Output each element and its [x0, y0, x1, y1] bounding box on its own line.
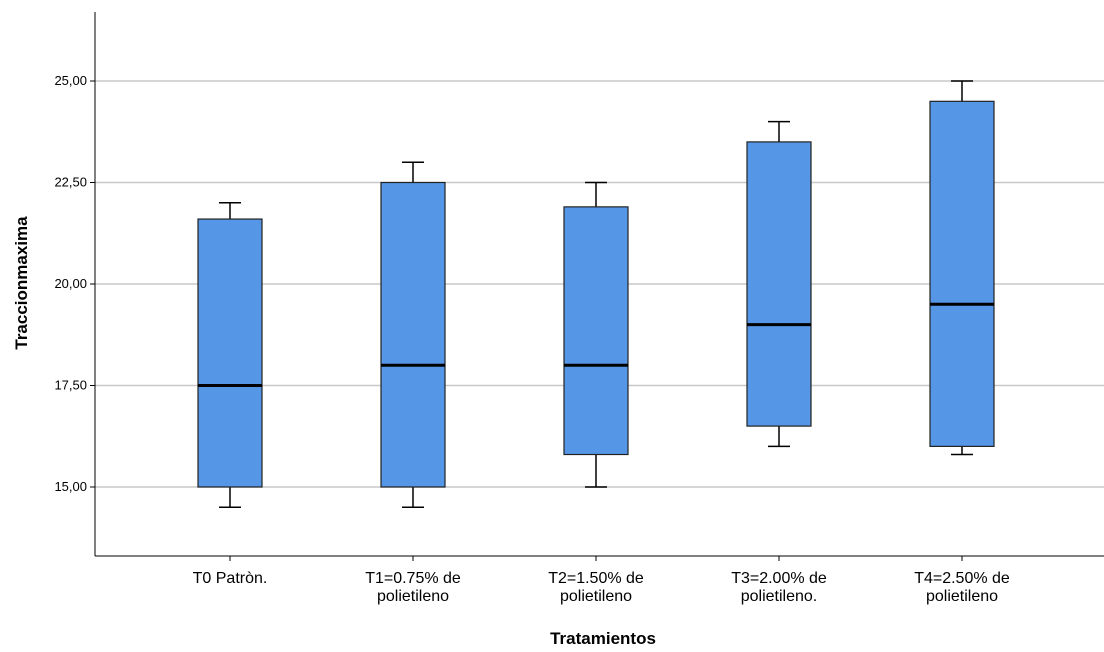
y-axis-title: Traccionmaxima: [12, 216, 31, 350]
x-category-label-line: T4=2.50% de: [914, 570, 1010, 587]
box: [197, 218, 263, 488]
x-category-label: T2=1.50% de polietileno: [548, 570, 644, 605]
box: [380, 181, 446, 488]
y-tick-label: 15,00: [54, 479, 87, 494]
box-group: [197, 202, 263, 509]
y-tick-label: 25,00: [54, 73, 87, 88]
y-tick-label: 20,00: [54, 276, 87, 291]
box: [746, 141, 812, 427]
box-group: [380, 161, 446, 509]
boxes: [197, 80, 995, 509]
x-category-label: T4=2.50% de polietileno: [914, 570, 1010, 605]
x-category-label-line: T3=2.00% de: [731, 570, 827, 587]
box-group: [563, 181, 629, 488]
x-category-label-line: polietileno: [560, 588, 632, 605]
box: [929, 100, 995, 447]
x-category-label: T3=2.00% de polietileno.: [731, 570, 827, 605]
x-category-label-line: polietileno: [926, 588, 998, 605]
y-tick-label: 22,50: [54, 175, 87, 190]
x-category-label: T1=0.75% de polietileno: [365, 570, 461, 605]
labels: 15,00 17,50 20,00 22,50 25,00 T0 Patròn. T1=0.…: [54, 73, 1009, 605]
y-tick-label: 17,50: [54, 377, 87, 392]
box-group: [929, 80, 995, 456]
x-category-label-line: T0 Patròn.: [193, 570, 268, 587]
box-group: [746, 120, 812, 448]
x-category-label-line: T2=1.50% de: [548, 570, 644, 587]
x-category-label-line: polietileno: [377, 588, 449, 605]
axes: [90, 12, 1104, 561]
x-category-label: T0 Patròn.: [193, 570, 268, 587]
x-axis-title: Tratamientos: [550, 629, 656, 648]
x-category-label-line: T1=0.75% de: [365, 570, 461, 587]
x-category-label-line: polietileno.: [741, 588, 818, 605]
box: [563, 206, 629, 456]
